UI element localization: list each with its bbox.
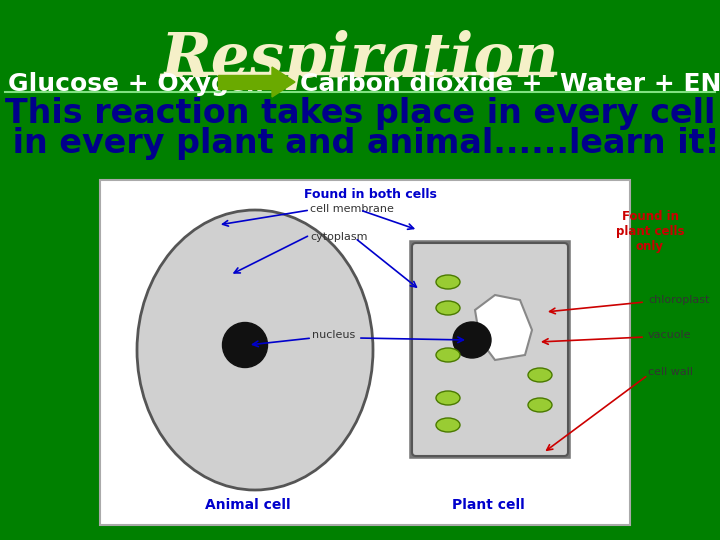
Text: Respiration: Respiration <box>161 30 559 90</box>
Polygon shape <box>272 67 295 97</box>
Bar <box>218 75 272 89</box>
Ellipse shape <box>436 391 460 405</box>
Ellipse shape <box>436 275 460 289</box>
Text: cell membrane: cell membrane <box>310 204 394 214</box>
Text: Found in
plant cells
only: Found in plant cells only <box>616 210 684 253</box>
Ellipse shape <box>436 301 460 315</box>
Text: vacuole: vacuole <box>648 330 691 340</box>
Text: nucleus: nucleus <box>312 330 355 340</box>
FancyBboxPatch shape <box>412 243 568 456</box>
Text: cell wall: cell wall <box>648 367 693 377</box>
Ellipse shape <box>436 418 460 432</box>
Text: This reaction takes place in every cell: This reaction takes place in every cell <box>5 97 715 130</box>
Polygon shape <box>475 295 532 360</box>
Text: Animal cell: Animal cell <box>205 498 291 512</box>
Text: in every plant and animal......learn it!: in every plant and animal......learn it! <box>1 127 719 160</box>
Ellipse shape <box>137 210 373 490</box>
Ellipse shape <box>528 368 552 382</box>
FancyBboxPatch shape <box>412 243 568 456</box>
Ellipse shape <box>222 322 268 368</box>
Text: Found in both cells: Found in both cells <box>304 188 436 201</box>
Text: Carbon dioxide +  Water + ENERGY: Carbon dioxide + Water + ENERGY <box>300 72 720 96</box>
Text: Glucose + Oxygen: Glucose + Oxygen <box>8 72 264 96</box>
Text: chloroplast: chloroplast <box>648 295 709 305</box>
Ellipse shape <box>528 398 552 412</box>
Ellipse shape <box>436 348 460 362</box>
Bar <box>100 180 630 525</box>
Ellipse shape <box>453 322 491 358</box>
Text: cytoplasm: cytoplasm <box>310 232 367 242</box>
Text: Plant cell: Plant cell <box>451 498 524 512</box>
